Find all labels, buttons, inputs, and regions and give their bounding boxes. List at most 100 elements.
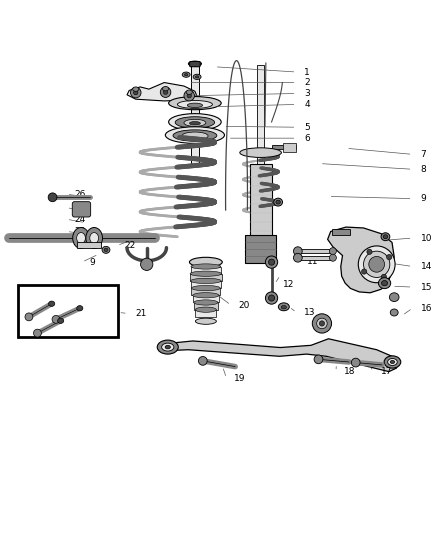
- Circle shape: [358, 246, 395, 282]
- Ellipse shape: [195, 76, 199, 78]
- Ellipse shape: [57, 318, 64, 324]
- Text: 5: 5: [304, 123, 310, 132]
- Ellipse shape: [240, 148, 281, 157]
- Bar: [77, 242, 101, 248]
- Circle shape: [265, 292, 278, 304]
- Ellipse shape: [102, 246, 110, 253]
- Text: 16: 16: [420, 304, 432, 313]
- Text: 7: 7: [420, 150, 426, 159]
- Ellipse shape: [389, 293, 399, 302]
- Bar: [18, 285, 118, 336]
- Bar: [332, 229, 350, 235]
- Circle shape: [319, 321, 325, 326]
- Polygon shape: [162, 339, 399, 372]
- Polygon shape: [328, 227, 394, 293]
- Text: 18: 18: [344, 367, 355, 376]
- Bar: [257, 65, 264, 164]
- Circle shape: [160, 87, 171, 98]
- Text: 4: 4: [304, 100, 310, 109]
- Ellipse shape: [388, 359, 397, 366]
- Text: 12: 12: [283, 279, 294, 288]
- Text: 26: 26: [74, 190, 86, 199]
- Circle shape: [141, 258, 153, 270]
- Circle shape: [381, 274, 386, 279]
- Text: 17: 17: [381, 367, 392, 376]
- Text: 6: 6: [304, 134, 310, 143]
- Circle shape: [367, 249, 372, 254]
- Circle shape: [314, 355, 323, 364]
- Bar: [298, 255, 333, 260]
- Bar: [190, 274, 222, 281]
- Text: 19: 19: [234, 374, 246, 383]
- Ellipse shape: [186, 90, 192, 94]
- Circle shape: [184, 91, 194, 101]
- Bar: [191, 281, 221, 288]
- Circle shape: [25, 313, 33, 321]
- Circle shape: [131, 87, 141, 98]
- Bar: [191, 288, 220, 295]
- Bar: [193, 295, 219, 303]
- Text: 23: 23: [74, 227, 86, 236]
- Ellipse shape: [166, 127, 224, 143]
- Circle shape: [387, 254, 392, 260]
- Bar: [195, 310, 216, 317]
- Ellipse shape: [162, 86, 169, 91]
- Text: 25: 25: [74, 203, 86, 212]
- Ellipse shape: [165, 345, 170, 349]
- Ellipse shape: [169, 114, 221, 130]
- Ellipse shape: [184, 119, 206, 126]
- Text: 21: 21: [136, 309, 147, 318]
- Ellipse shape: [390, 309, 398, 316]
- Bar: [191, 63, 199, 166]
- Polygon shape: [127, 83, 197, 101]
- Bar: [191, 266, 221, 274]
- Circle shape: [265, 256, 278, 268]
- Ellipse shape: [274, 198, 283, 206]
- Ellipse shape: [189, 257, 222, 267]
- Ellipse shape: [383, 235, 388, 239]
- Ellipse shape: [189, 122, 200, 125]
- Text: 9: 9: [420, 194, 426, 203]
- Circle shape: [268, 295, 275, 301]
- Ellipse shape: [177, 101, 212, 108]
- Ellipse shape: [191, 278, 221, 284]
- Circle shape: [364, 251, 390, 278]
- Circle shape: [351, 358, 360, 367]
- Ellipse shape: [190, 271, 222, 276]
- Ellipse shape: [279, 303, 290, 311]
- Ellipse shape: [193, 293, 219, 298]
- Ellipse shape: [104, 248, 108, 252]
- Ellipse shape: [182, 132, 208, 140]
- Ellipse shape: [381, 233, 390, 241]
- Text: 24: 24: [74, 215, 86, 224]
- Bar: [298, 249, 333, 253]
- Ellipse shape: [49, 301, 55, 306]
- Bar: [250, 164, 272, 236]
- Ellipse shape: [187, 103, 202, 108]
- Ellipse shape: [384, 356, 401, 368]
- Ellipse shape: [193, 74, 201, 79]
- Circle shape: [361, 269, 367, 274]
- Text: 11: 11: [307, 257, 318, 266]
- Ellipse shape: [86, 228, 102, 248]
- Ellipse shape: [195, 307, 216, 312]
- Circle shape: [198, 357, 207, 365]
- Circle shape: [317, 318, 327, 329]
- Text: 10: 10: [420, 233, 432, 243]
- Ellipse shape: [157, 340, 178, 354]
- Text: 2: 2: [304, 78, 310, 87]
- Ellipse shape: [162, 343, 174, 351]
- Circle shape: [48, 193, 57, 201]
- Text: 20: 20: [239, 301, 250, 310]
- Ellipse shape: [173, 130, 217, 141]
- FancyBboxPatch shape: [72, 201, 91, 217]
- Bar: [283, 143, 296, 152]
- Ellipse shape: [194, 300, 218, 305]
- Ellipse shape: [182, 72, 190, 77]
- Text: 3: 3: [304, 89, 310, 98]
- Ellipse shape: [281, 305, 286, 309]
- Ellipse shape: [133, 87, 139, 91]
- Ellipse shape: [191, 264, 221, 269]
- Circle shape: [369, 256, 385, 272]
- Circle shape: [163, 90, 168, 94]
